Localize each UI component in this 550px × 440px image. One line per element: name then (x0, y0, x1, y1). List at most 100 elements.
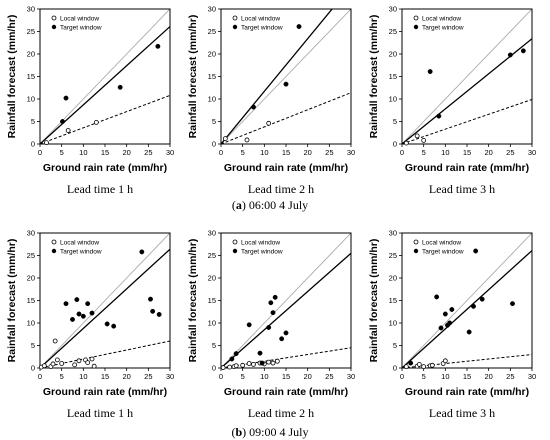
y-tick-label: 20 (208, 274, 216, 283)
target-point (229, 356, 235, 362)
x-tick-label: 15 (282, 148, 290, 157)
x-tick-label: 15 (463, 148, 471, 157)
legend-a2: Local window Target window (232, 15, 283, 31)
target-point (156, 312, 162, 317)
y-tick-label: 0 (212, 140, 216, 149)
x-tick-label: 0 (400, 148, 404, 157)
caption-a-letter: a (236, 198, 242, 212)
local-point (52, 338, 58, 344)
caption-a: (a) 06:00 4 July (232, 198, 308, 212)
local-point (85, 360, 91, 366)
y-tick-label: 30 (27, 5, 35, 14)
y-tick-label: 5 (393, 341, 397, 350)
target-point (279, 336, 285, 342)
y-tick-label: 20 (27, 274, 35, 283)
target-point (70, 316, 75, 322)
points-b3 (403, 248, 515, 370)
legend-target-label: Target window (422, 248, 464, 255)
fit-lines-a2 (221, 9, 351, 144)
x-axis-label: Ground rain rate (mm/hr) (43, 162, 167, 174)
legend-local-marker (232, 15, 238, 21)
legend-b2: Local window Target window (232, 239, 283, 255)
y-tick-label: 20 (389, 274, 397, 283)
x-tick-label: 30 (347, 372, 355, 381)
target-point (270, 310, 276, 316)
local-point (44, 140, 49, 146)
target-fit-line (221, 252, 351, 368)
x-tick-label: 10 (79, 372, 87, 381)
local-point (50, 361, 56, 367)
local-point (416, 361, 422, 367)
legend-target-label: Target window (241, 24, 283, 31)
y-tick-label: 0 (31, 140, 35, 149)
target-point (442, 311, 448, 317)
target-point (246, 322, 252, 328)
target-fit-line (221, 9, 333, 144)
x-tick-label: 0 (219, 372, 223, 381)
one-to-one-line (221, 9, 351, 144)
y-tick-label: 20 (389, 50, 397, 59)
legend-local-marker (413, 239, 419, 245)
caption-b-rest: ) 09:00 4 July (242, 425, 308, 439)
y-axis-label: Rainfall forecast (mm/hr) (187, 239, 199, 363)
target-point (148, 296, 153, 302)
x-tick-label: 25 (144, 372, 152, 381)
x-tick-label: 0 (38, 148, 42, 157)
legend-target-marker (413, 24, 419, 30)
local-point (266, 359, 272, 365)
legend-local-label: Local window (422, 239, 461, 246)
one-to-one-line (402, 9, 532, 144)
target-point (150, 308, 156, 314)
y-tick-label: 10 (208, 319, 216, 328)
local-point (403, 140, 409, 146)
local-point (240, 362, 246, 368)
legend-b1: Local window Target window (51, 239, 102, 255)
target-point (266, 325, 272, 330)
y-tick-label: 10 (389, 95, 397, 104)
local-point (266, 120, 272, 126)
local-fit-line (40, 94, 170, 144)
y-tick-label: 15 (208, 296, 216, 305)
y-tick-label: 20 (208, 50, 216, 59)
target-point (507, 52, 513, 58)
legend-a3: Local window Target window (413, 15, 464, 31)
y-tick-label: 15 (27, 296, 35, 305)
target-point (296, 24, 302, 29)
local-point (93, 120, 99, 125)
local-point (65, 128, 71, 133)
y-tick-label: 0 (212, 364, 216, 373)
x-tick-label: 30 (528, 372, 536, 381)
x-tick-label: 0 (400, 372, 404, 381)
local-point (403, 364, 409, 370)
local-point (222, 136, 228, 142)
legend-target-marker (413, 248, 419, 254)
x-tick-label: 25 (325, 372, 333, 381)
target-point (438, 325, 444, 331)
points-b1 (38, 249, 162, 370)
target-point (63, 95, 69, 101)
y-tick-label: 0 (31, 364, 35, 373)
target-fit-line (40, 248, 170, 368)
target-point (155, 43, 161, 49)
target-point (436, 113, 442, 119)
y-tick-label: 10 (27, 319, 35, 328)
lead-time-label: Lead time 1 h (67, 182, 133, 196)
legend-a1: Local window Target window (51, 15, 102, 31)
local-point (429, 362, 435, 368)
y-tick-label: 30 (389, 229, 397, 238)
local-point (220, 365, 226, 370)
y-tick-label: 25 (208, 251, 216, 260)
legend-local-label: Local window (241, 239, 280, 246)
caption-a-rest: ) 06:00 4 July (242, 198, 308, 212)
local-point (41, 363, 47, 369)
target-point (74, 297, 80, 303)
x-tick-label: 5 (422, 148, 426, 157)
legend-local-label: Local window (241, 15, 280, 22)
target-point (473, 248, 479, 254)
target-point (259, 360, 265, 366)
y-tick-label: 25 (389, 251, 397, 260)
x-tick-label: 30 (166, 372, 174, 381)
one-to-one-line (40, 233, 170, 368)
x-tick-label: 10 (79, 148, 87, 157)
local-point (54, 357, 60, 363)
